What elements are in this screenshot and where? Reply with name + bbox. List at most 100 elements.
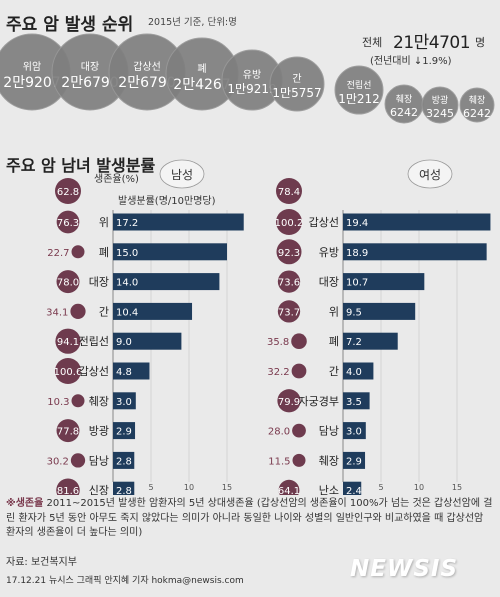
rank-name: 간 [292,73,301,85]
rank-bubble-3: 갑상선 2만6790 [108,33,186,111]
cancer-name: 췌장 [89,395,109,408]
rank-name: 췌장 [469,95,486,106]
survival-value: 10.3 [47,397,69,408]
rank-bubble-circle [459,87,495,123]
survival-value: 32.2 [267,367,289,378]
survival-value: 77.8 [57,427,79,438]
incidence-bar [113,302,193,320]
source: 자료: 보건복지부 [6,557,77,568]
incidence-bar [343,273,425,291]
incidence-value: 2.8 [116,486,132,495]
survival-value: 28.0 [268,427,290,438]
overall-survival-value: 62.8 [57,187,79,198]
rank-name: 유방 [243,69,261,81]
x-tick-label: 10 [184,483,194,492]
footnote: ※생존율 2011~2015년 발생한 암환자의 5년 상대생존율 (갑상선암의… [6,497,494,541]
incidence-bar [343,302,416,320]
incidence-value: 18.9 [346,248,368,259]
incidence-value: 15.0 [116,248,138,259]
cancer-row: 94.1 전립선 9.0 [55,328,182,354]
incidence-value: 17.2 [116,218,138,229]
rank-bubble-2: 대장 2만6790 [51,33,129,111]
survival-value: 81.6 [57,486,79,495]
rank-count: 2만6790 [118,75,175,91]
male-panel: 남성 62.8 5 10 15 76.3 위 17.2 22.7 폐 15.0 78.0 대장 14.0 3… [46,159,244,495]
incidence-value: 3.0 [116,397,132,408]
female-panel: 여성 78.4 5 10 15 100.2 갑상선 19.4 92.3 유방 18.9 73.6 대장 1… [267,159,491,495]
cancer-name: 대장 [89,276,109,289]
survival-circle [277,389,301,413]
survival-circle [70,303,86,319]
base-year-note: 2015년 기준, 단위:명 [148,17,237,28]
footnote-key: ※생존율 [6,498,44,509]
x-tick-label: 10 [414,483,424,492]
incidence-value: 9.5 [346,307,362,318]
cancer-name: 췌장 [319,454,339,467]
cancer-row: 35.8 폐 7.2 [267,332,398,350]
cancer-row: 22.7 폐 15.0 [47,243,227,261]
cancer-row: 100.2 갑상선 19.4 [275,208,491,236]
total-value: 21만4701 [393,33,471,53]
rank-count: 6242 [463,107,491,120]
top-section-title: 주요 암 발생 순위 [6,15,134,35]
survival-circle [71,394,85,408]
incidence-value: 10.7 [346,278,368,289]
rank-name: 대장 [81,61,99,73]
cancer-name: 폐 [329,335,339,348]
survival-circle [292,453,306,467]
cancer-row: 78.0 대장 14.0 [56,270,220,294]
survival-circle [71,245,85,259]
cancer-row: 34.1 간 10.4 [46,302,193,320]
total-unit: 명 [475,36,486,49]
survival-circle [56,210,80,234]
cancer-name: 갑상선 [79,365,109,378]
survival-circle [275,208,303,236]
rank-name: 갑상선 [133,61,161,73]
incidence-bar [343,362,374,380]
cancer-name: 갑상선 [309,216,339,229]
overall-survival-value: 78.4 [278,187,300,198]
cancer-name: 난소 [319,484,339,495]
rank-name: 방광 [432,94,449,106]
incidence-section-title: 주요 암 남녀 발생분률 [6,156,156,175]
incidence-bar [343,422,366,440]
rank-name: 위암 [23,60,41,73]
cancer-name: 대장 [319,276,339,289]
gender-label: 남성 [171,168,193,182]
incidence-bar [343,392,370,410]
survival-value: 35.8 [267,337,289,348]
rank-count: 1만5757 [272,86,321,100]
rank-bubble-circle [421,86,459,124]
cancer-row: 64.1 난소 2.4 [278,479,362,495]
rank-count: 2만4267 [173,77,230,93]
cancer-row: 76.3 위 17.2 [56,210,244,234]
rank-count: 2만9207 [3,75,60,91]
incidence-bar [113,392,136,410]
x-tick-label: 5 [378,483,383,492]
incidence-bar [113,481,135,495]
survival-circle [56,478,80,495]
survival-circle [54,357,82,385]
cancer-name: 간 [329,365,339,378]
ranking-bubbles: 위암2만9207대장2만6790갑상선2만6790폐2만4267유방1만9219… [0,33,495,124]
rank-name: 전립선 [347,80,372,91]
x-tick-label: 5 [148,483,153,492]
survival-value: 76.3 [57,218,79,229]
cancer-row: 11.5 췌장 2.9 [268,451,366,469]
incidence-value: 19.4 [346,218,368,229]
footnote-text: 2011~2015년 발생한 암환자의 5년 상대생존율 (갑상선암의 생존율이… [6,498,493,538]
incidence-value: 2.8 [116,456,132,467]
cancer-name: 전립선 [79,335,109,348]
incidence-value: 4.0 [346,367,362,378]
cancer-row: 73.7 위 9.5 [277,300,416,323]
cancer-name: 유방 [319,246,339,259]
incidence-bar [343,213,491,231]
incidence-bar [113,422,136,440]
cancer-name: 자궁경부 [299,395,339,408]
incidence-bar [113,273,220,291]
survival-value: 100.2 [275,218,304,229]
incidence-value: 3.0 [346,427,362,438]
